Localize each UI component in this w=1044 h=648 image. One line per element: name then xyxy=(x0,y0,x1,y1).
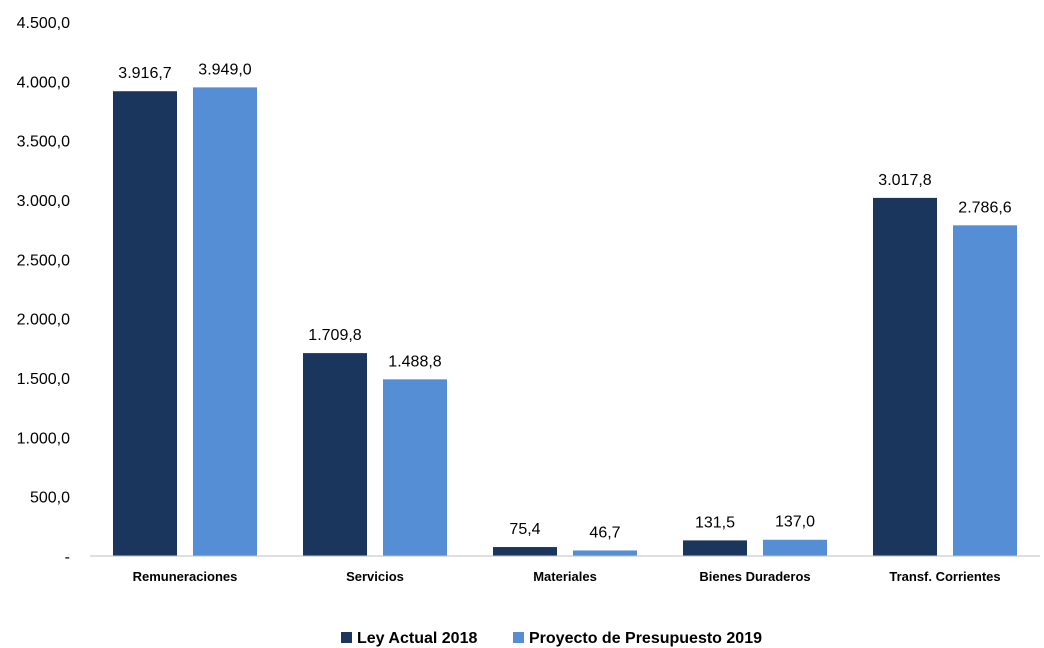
y-tick-label: 500,0 xyxy=(30,490,70,507)
legend-swatch xyxy=(513,632,524,643)
category-label: Remuneraciones xyxy=(133,569,238,584)
bar-proyecto-2019 xyxy=(763,539,827,556)
y-tick-label: 2.000,0 xyxy=(17,312,70,329)
data-label: 131,5 xyxy=(695,514,735,531)
bar-proyecto-2019 xyxy=(193,87,257,557)
category-label: Materiales xyxy=(533,569,597,584)
bar-ley-actual-2018 xyxy=(873,197,937,556)
bar-proyecto-2019 xyxy=(953,225,1017,556)
y-tick-label: 2.500,0 xyxy=(17,252,70,269)
bar-ley-actual-2018 xyxy=(113,91,177,557)
y-axis: - 500,0 1.000,0 1.500,0 2.000,0 2.500,0 3.000,… xyxy=(17,15,70,566)
data-label: 46,7 xyxy=(589,524,620,541)
category-label: Transf. Corrientes xyxy=(889,569,1000,584)
data-label: 137,0 xyxy=(775,514,815,531)
category-label: Bienes Duraderos xyxy=(699,569,810,584)
y-tick-label: 4.000,0 xyxy=(17,74,70,91)
y-tick-label: 3.000,0 xyxy=(17,193,70,210)
bar-proyecto-2019 xyxy=(573,550,637,556)
bar-ley-actual-2018 xyxy=(683,540,747,556)
bar-ley-actual-2018 xyxy=(493,547,557,556)
bars xyxy=(113,87,1017,557)
y-tick-label: 1.500,0 xyxy=(17,371,70,388)
legend-swatch xyxy=(341,632,352,643)
y-tick-label: - xyxy=(65,549,70,566)
x-axis: Remuneraciones Servicios Materiales Bienes … xyxy=(133,569,1001,584)
data-label: 3.916,7 xyxy=(118,65,171,82)
y-tick-label: 1.000,0 xyxy=(17,430,70,447)
data-label: 75,4 xyxy=(509,521,540,538)
data-label: 3.017,8 xyxy=(878,172,931,189)
data-label: 3.949,0 xyxy=(198,61,251,78)
data-label: 2.786,6 xyxy=(958,199,1011,216)
bar-ley-actual-2018 xyxy=(303,353,367,556)
legend-label: Proyecto de Presupuesto 2019 xyxy=(529,630,762,647)
bar-proyecto-2019 xyxy=(383,379,447,556)
legend-label: Ley Actual 2018 xyxy=(357,630,477,647)
category-label: Servicios xyxy=(346,569,404,584)
y-tick-label: 4.500,0 xyxy=(17,15,70,32)
data-label: 1.709,8 xyxy=(308,327,361,344)
y-tick-label: 3.500,0 xyxy=(17,134,70,151)
data-labels: 3.916,7 3.949,0 1.709,8 1.488,8 75,4 46,7 131,… xyxy=(118,61,1011,541)
legend: Ley Actual 2018 Proyecto de Presupuesto 2… xyxy=(341,630,762,647)
data-label: 1.488,8 xyxy=(388,353,441,370)
